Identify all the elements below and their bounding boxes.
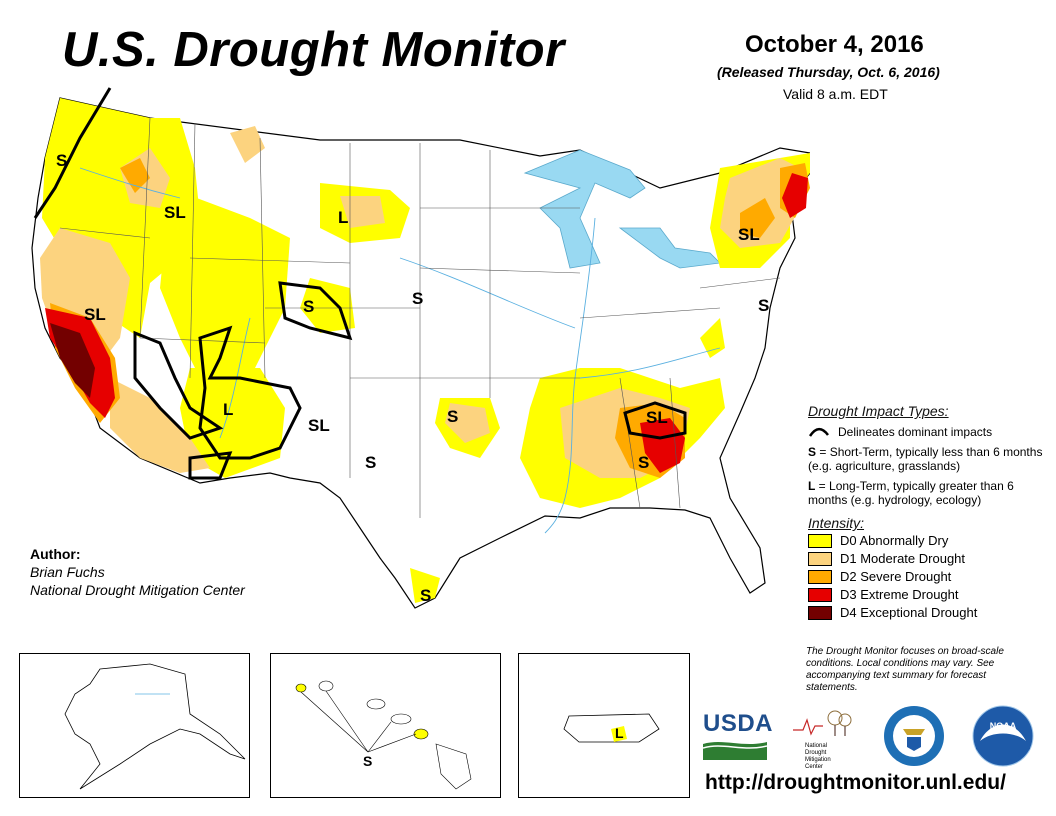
hawaii-inset: S [270,653,501,798]
intensity-heading: Intensity: [808,515,865,531]
impact-label-3: L [338,208,348,227]
valid-time: Valid 8 a.m. EDT [783,86,888,102]
website-url[interactable]: http://droughtmonitor.unl.edu/ [705,771,1006,794]
puerto-rico-inset: L [518,653,690,798]
intensity-swatch-1 [808,551,832,566]
intensity-row-0: D0 Abnormally Dry [808,531,1043,549]
long-term-row: L = Long-Term, typically greater than 6 … [808,479,1043,507]
ndmc-line: Drought [805,750,827,756]
delineates-row: Delineates dominant impacts [808,425,1043,439]
short-term-row: S = Short-Term, typically less than 6 mo… [808,445,1043,473]
svg-text:NOAA: NOAA [990,721,1017,731]
author-heading: Author: [30,546,81,562]
noaa-icon: NOAA [972,705,1034,767]
ndmc-line: National [805,743,828,749]
intensity-row-4: D4 Exceptional Drought [808,603,1043,621]
intensity-label-3: D3 Extreme Drought [840,586,959,602]
ndmc-line: Mitigation [805,757,831,763]
impact-labels: S SL SL L S S SL L SL S S S SL S SL S S [20,78,769,605]
ndmc-logo: National Drought Mitigation Center [793,708,861,771]
conus-drought-map: S SL SL L S S SL L SL S S S SL S SL S S [20,78,810,609]
impact-types-heading: Drought Impact Types: [808,403,949,419]
short-term-letter: S [808,445,817,459]
impact-label-5: S [303,297,314,316]
impact-label-11: S [365,453,376,472]
intensity-label-1: D1 Moderate Drought [840,550,966,566]
author-name: Brian Fuchs [30,564,105,580]
impact-label-7: L [223,400,233,419]
map-date: October 4, 2016 [745,31,924,58]
impact-label-10: S [447,407,458,426]
intensity-list: D0 Abnormally Dry D1 Moderate Drought D2 S… [808,531,1043,621]
intensity-row-3: D3 Extreme Drought [808,585,1043,603]
commerce-seal [883,705,945,772]
intensity-swatch-2 [808,569,832,584]
ndmc-line: Center [805,764,824,770]
usda-logo: USDA [702,710,773,765]
author-block: Author: Brian Fuchs National Drought Mit… [30,545,245,599]
puerto-rico-map: L [563,713,660,743]
impact-label-16: S [20,78,31,82]
intensity-swatch-3 [808,587,832,602]
ndmc-tree-icon [793,710,852,736]
commerce-seal-icon [884,706,944,766]
intensity-label-0: D0 Abnormally Dry [840,532,949,548]
ndmc-name: National Drought Mitigation Center [805,743,861,771]
long-term-text: = Long-Term, typically greater than 6 mo… [808,479,1014,507]
intensity-swatch-4 [808,605,832,620]
impact-label-13: S [638,453,649,472]
impact-label-0: S [56,151,67,170]
impact-label-9: S [758,296,769,315]
puerto-rico-impact-label: L [615,725,624,741]
impact-label-1: SL [164,203,186,222]
release-date: (Released Thursday, Oct. 6, 2016) [717,64,940,80]
rivers [79,167,721,534]
intensity-row-1: D1 Moderate Drought [808,549,1043,567]
impact-label-12: SL [646,408,668,427]
alaska-map [64,663,246,790]
noaa-logo: NOAA [972,705,1034,772]
impact-boundaries [33,87,687,480]
usda-stripes-icon [702,742,768,760]
long-term-letter: L [808,479,816,493]
intensity-swatch-0 [808,533,832,548]
intensity-label-2: D2 Severe Drought [840,568,952,584]
intensity-label-4: D4 Exceptional Drought [840,604,978,620]
impact-label-15: S [420,586,431,605]
state-lines [59,117,781,518]
impact-label-8: SL [738,225,760,244]
legend: Drought Impact Types: Delineates dominan… [808,403,1043,621]
author-org: National Drought Mitigation Center [30,582,245,598]
boundary-line-icon [808,427,829,437]
hawaii-map: S [295,680,472,790]
hawaii-impact-label: S [363,753,372,769]
disclaimer: The Drought Monitor focuses on broad-sca… [806,646,1004,693]
alaska-inset [19,653,250,798]
intensity-row-2: D2 Severe Drought [808,567,1043,585]
impact-label-6: SL [308,416,330,435]
map-title: U.S. Drought Monitor [62,23,565,77]
impact-label-2: SL [84,305,106,324]
d4-areas [50,323,95,398]
impact-label-4: S [412,289,423,308]
delineates-text: Delineates dominant impacts [838,425,993,439]
short-term-text: = Short-Term, typically less than 6 mont… [808,445,1043,473]
